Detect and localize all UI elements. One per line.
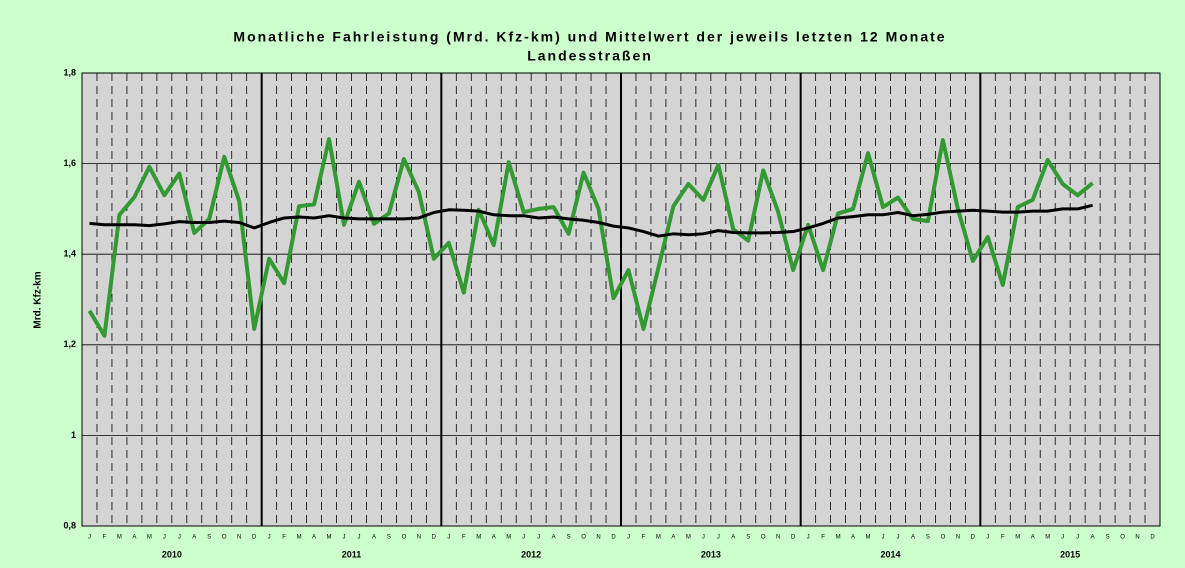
x-tick-label: S <box>926 535 930 541</box>
x-tick-label: N <box>596 535 600 541</box>
x-tick-label: F <box>1001 535 1005 541</box>
x-tick-label: A <box>132 535 136 541</box>
x-tick-label: O <box>402 535 407 541</box>
series-line <box>87 137 1094 338</box>
x-tick-label: M <box>297 535 302 541</box>
year-label: 2015 <box>1060 549 1080 559</box>
y-tick-label: 1,8 <box>63 67 76 77</box>
x-tick-label: M <box>866 535 871 541</box>
y-tick-label: 1 <box>71 430 76 440</box>
x-tick-label: O <box>761 535 766 541</box>
x-tick-label: S <box>746 535 750 541</box>
x-tick-label: D <box>791 535 796 541</box>
x-tick-label: O <box>222 535 227 541</box>
x-tick-label: D <box>611 535 616 541</box>
y-tick-label: 1,2 <box>63 339 76 349</box>
x-tick-label: J <box>717 535 720 541</box>
x-tick-label: J <box>882 535 885 541</box>
x-tick-label: M <box>327 535 332 541</box>
x-tick-label: N <box>237 535 241 541</box>
x-tick-label: J <box>268 535 271 541</box>
y-axis-label: Mrd. Kfz-km <box>33 271 44 328</box>
x-tick-label: J <box>986 535 989 541</box>
x-tick-label: A <box>492 535 496 541</box>
x-tick-label: F <box>821 535 825 541</box>
x-tick-label: M <box>147 535 152 541</box>
x-tick-label: J <box>88 535 91 541</box>
y-tick-label: 1,6 <box>63 158 76 168</box>
x-tick-label: M <box>117 535 122 541</box>
x-tick-label: M <box>656 535 661 541</box>
x-tick-label: M <box>1045 535 1050 541</box>
year-label: 2014 <box>880 549 900 559</box>
x-tick-label: F <box>103 535 107 541</box>
x-tick-label: A <box>851 535 855 541</box>
x-tick-label: A <box>552 535 556 541</box>
x-tick-label: J <box>447 535 450 541</box>
x-tick-label: F <box>462 535 466 541</box>
x-tick-label: J <box>1076 535 1079 541</box>
x-tick-label: J <box>896 535 899 541</box>
x-tick-label: J <box>178 535 181 541</box>
x-tick-label: D <box>971 535 976 541</box>
x-tick-label: S <box>567 535 571 541</box>
year-label: 2010 <box>162 549 182 559</box>
x-tick-label: S <box>207 535 211 541</box>
x-tick-label: S <box>1106 535 1110 541</box>
x-tick-label: J <box>522 535 525 541</box>
x-tick-label: N <box>1135 535 1139 541</box>
x-tick-label: N <box>417 535 421 541</box>
x-tick-label: N <box>956 535 960 541</box>
series-line <box>89 203 1093 238</box>
x-tick-label: A <box>671 535 675 541</box>
y-tick-label: 0,8 <box>63 520 76 530</box>
x-tick-label: A <box>731 535 735 541</box>
x-tick-label: A <box>372 535 376 541</box>
x-tick-label: J <box>343 535 346 541</box>
x-tick-label: A <box>1091 535 1095 541</box>
x-tick-label: J <box>627 535 630 541</box>
x-tick-label: O <box>1120 535 1125 541</box>
x-tick-label: F <box>282 535 286 541</box>
x-tick-label: A <box>192 535 196 541</box>
x-tick-label: A <box>1031 535 1035 541</box>
x-tick-label: O <box>941 535 946 541</box>
x-tick-label: D <box>252 535 257 541</box>
year-label: 2012 <box>521 549 541 559</box>
x-tick-label: F <box>642 535 646 541</box>
x-tick-label: O <box>581 535 586 541</box>
x-tick-label: M <box>686 535 691 541</box>
x-tick-label: A <box>911 535 915 541</box>
year-label: 2011 <box>342 549 362 559</box>
chart-subtitle: Landesstraßen <box>527 48 653 64</box>
x-tick-label: D <box>432 535 437 541</box>
x-tick-label: J <box>702 535 705 541</box>
chart-title: Monatliche Fahrleistung (Mrd. Kfz-km) un… <box>233 29 946 45</box>
x-tick-label: J <box>807 535 810 541</box>
x-tick-label: J <box>357 535 360 541</box>
x-tick-label: M <box>836 535 841 541</box>
x-tick-label: S <box>387 535 391 541</box>
x-tick-label: M <box>506 535 511 541</box>
x-tick-label: M <box>476 535 481 541</box>
x-tick-label: M <box>1015 535 1020 541</box>
x-tick-label: D <box>1150 535 1155 541</box>
x-tick-label: N <box>776 535 780 541</box>
y-tick-label: 1,4 <box>63 249 76 259</box>
x-tick-label: J <box>537 535 540 541</box>
year-label: 2013 <box>701 549 721 559</box>
x-tick-label: J <box>1061 535 1064 541</box>
x-tick-label: A <box>312 535 316 541</box>
x-tick-label: J <box>163 535 166 541</box>
